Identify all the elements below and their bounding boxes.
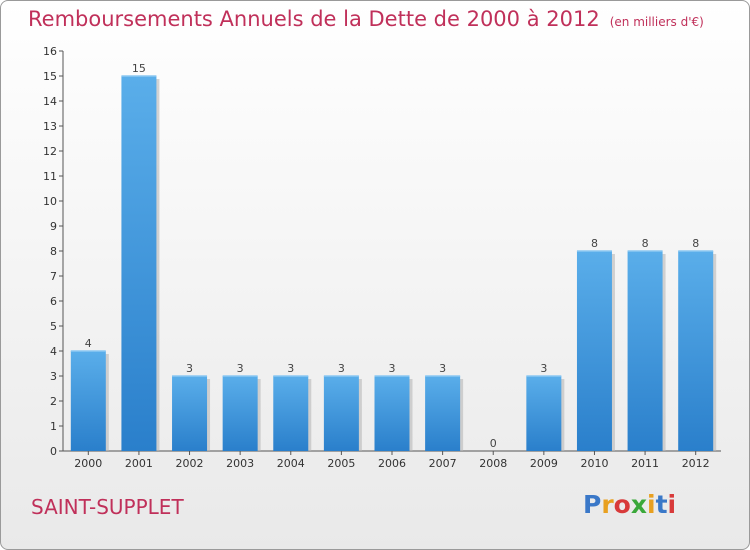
y-tick-label: 11 [43, 170, 57, 183]
chart-unit: (en milliers d'€) [609, 15, 704, 29]
y-tick-label: 13 [43, 120, 57, 133]
x-tick-label: 2003 [226, 457, 254, 470]
y-tick-label: 3 [50, 370, 57, 383]
value-label: 3 [287, 362, 294, 375]
y-tick-label: 4 [50, 345, 57, 358]
x-tick-label: 2009 [530, 457, 558, 470]
bar [627, 251, 663, 451]
bar [273, 376, 309, 451]
x-tick-label: 2008 [479, 457, 507, 470]
y-tick-label: 5 [50, 320, 57, 333]
logo-letter: r [601, 490, 614, 519]
y-tick-label: 15 [43, 70, 57, 83]
x-tick-label: 2005 [327, 457, 355, 470]
bars [70, 75, 717, 451]
y-tick-label: 12 [43, 145, 57, 158]
value-label: 15 [132, 62, 146, 75]
logo-letter: t [655, 490, 668, 519]
x-tick-label: 2001 [125, 457, 153, 470]
value-label: 3 [389, 362, 396, 375]
bar [374, 376, 410, 451]
y-tick-label: 14 [43, 95, 57, 108]
y-tick-label: 6 [50, 295, 57, 308]
bar [425, 376, 461, 451]
y-tick-label: 2 [50, 395, 57, 408]
bar [526, 376, 562, 451]
value-label: 3 [338, 362, 345, 375]
value-label: 8 [692, 237, 699, 250]
value-label: 3 [237, 362, 244, 375]
value-label: 0 [490, 437, 497, 450]
value-label: 4 [85, 337, 92, 350]
y-tick-label: 16 [43, 45, 57, 58]
proxiti-logo: Proxiti [583, 490, 676, 519]
logo-letter: x [630, 490, 647, 519]
x-tick-label: 2011 [631, 457, 659, 470]
y-tick-label: 0 [50, 445, 57, 458]
y-tick-label: 9 [50, 220, 57, 233]
bar [70, 351, 106, 451]
y-tick-label: 1 [50, 420, 57, 433]
bar [222, 376, 258, 451]
x-tick-label: 2010 [580, 457, 608, 470]
bar [678, 251, 714, 451]
bar [576, 251, 612, 451]
value-label: 8 [642, 237, 649, 250]
bar [121, 76, 157, 451]
value-labels: 4 15 3 3 3 3 3 3 0 3 8 8 8 [85, 62, 699, 450]
logo-letter: i [647, 490, 656, 519]
x-tick-label: 2002 [176, 457, 204, 470]
bar [323, 376, 359, 451]
x-tick-label: 2007 [429, 457, 457, 470]
commune-name: SAINT-SUPPLET [31, 495, 184, 519]
value-label: 3 [186, 362, 193, 375]
bar [172, 376, 208, 451]
value-label: 3 [439, 362, 446, 375]
chart-title-text: Remboursements Annuels de la Dette de 20… [28, 7, 600, 31]
chart-title: Remboursements Annuels de la Dette de 20… [28, 7, 704, 31]
y-tick-label: 7 [50, 270, 57, 283]
logo-letter: i [667, 490, 677, 519]
x-tick-label: 2012 [682, 457, 710, 470]
logo-letter: o [613, 490, 631, 519]
x-axis: 2000 2001 2002 2003 2004 2005 2006 2007 2008 2009… [63, 450, 721, 470]
x-tick-label: 2004 [277, 457, 305, 470]
x-tick-label: 2006 [378, 457, 406, 470]
y-tick-label: 10 [43, 195, 57, 208]
logo-letter: P [583, 490, 602, 519]
value-label: 3 [540, 362, 547, 375]
y-tick-label: 8 [50, 245, 57, 258]
value-label: 8 [591, 237, 598, 250]
x-tick-label: 2000 [74, 457, 102, 470]
